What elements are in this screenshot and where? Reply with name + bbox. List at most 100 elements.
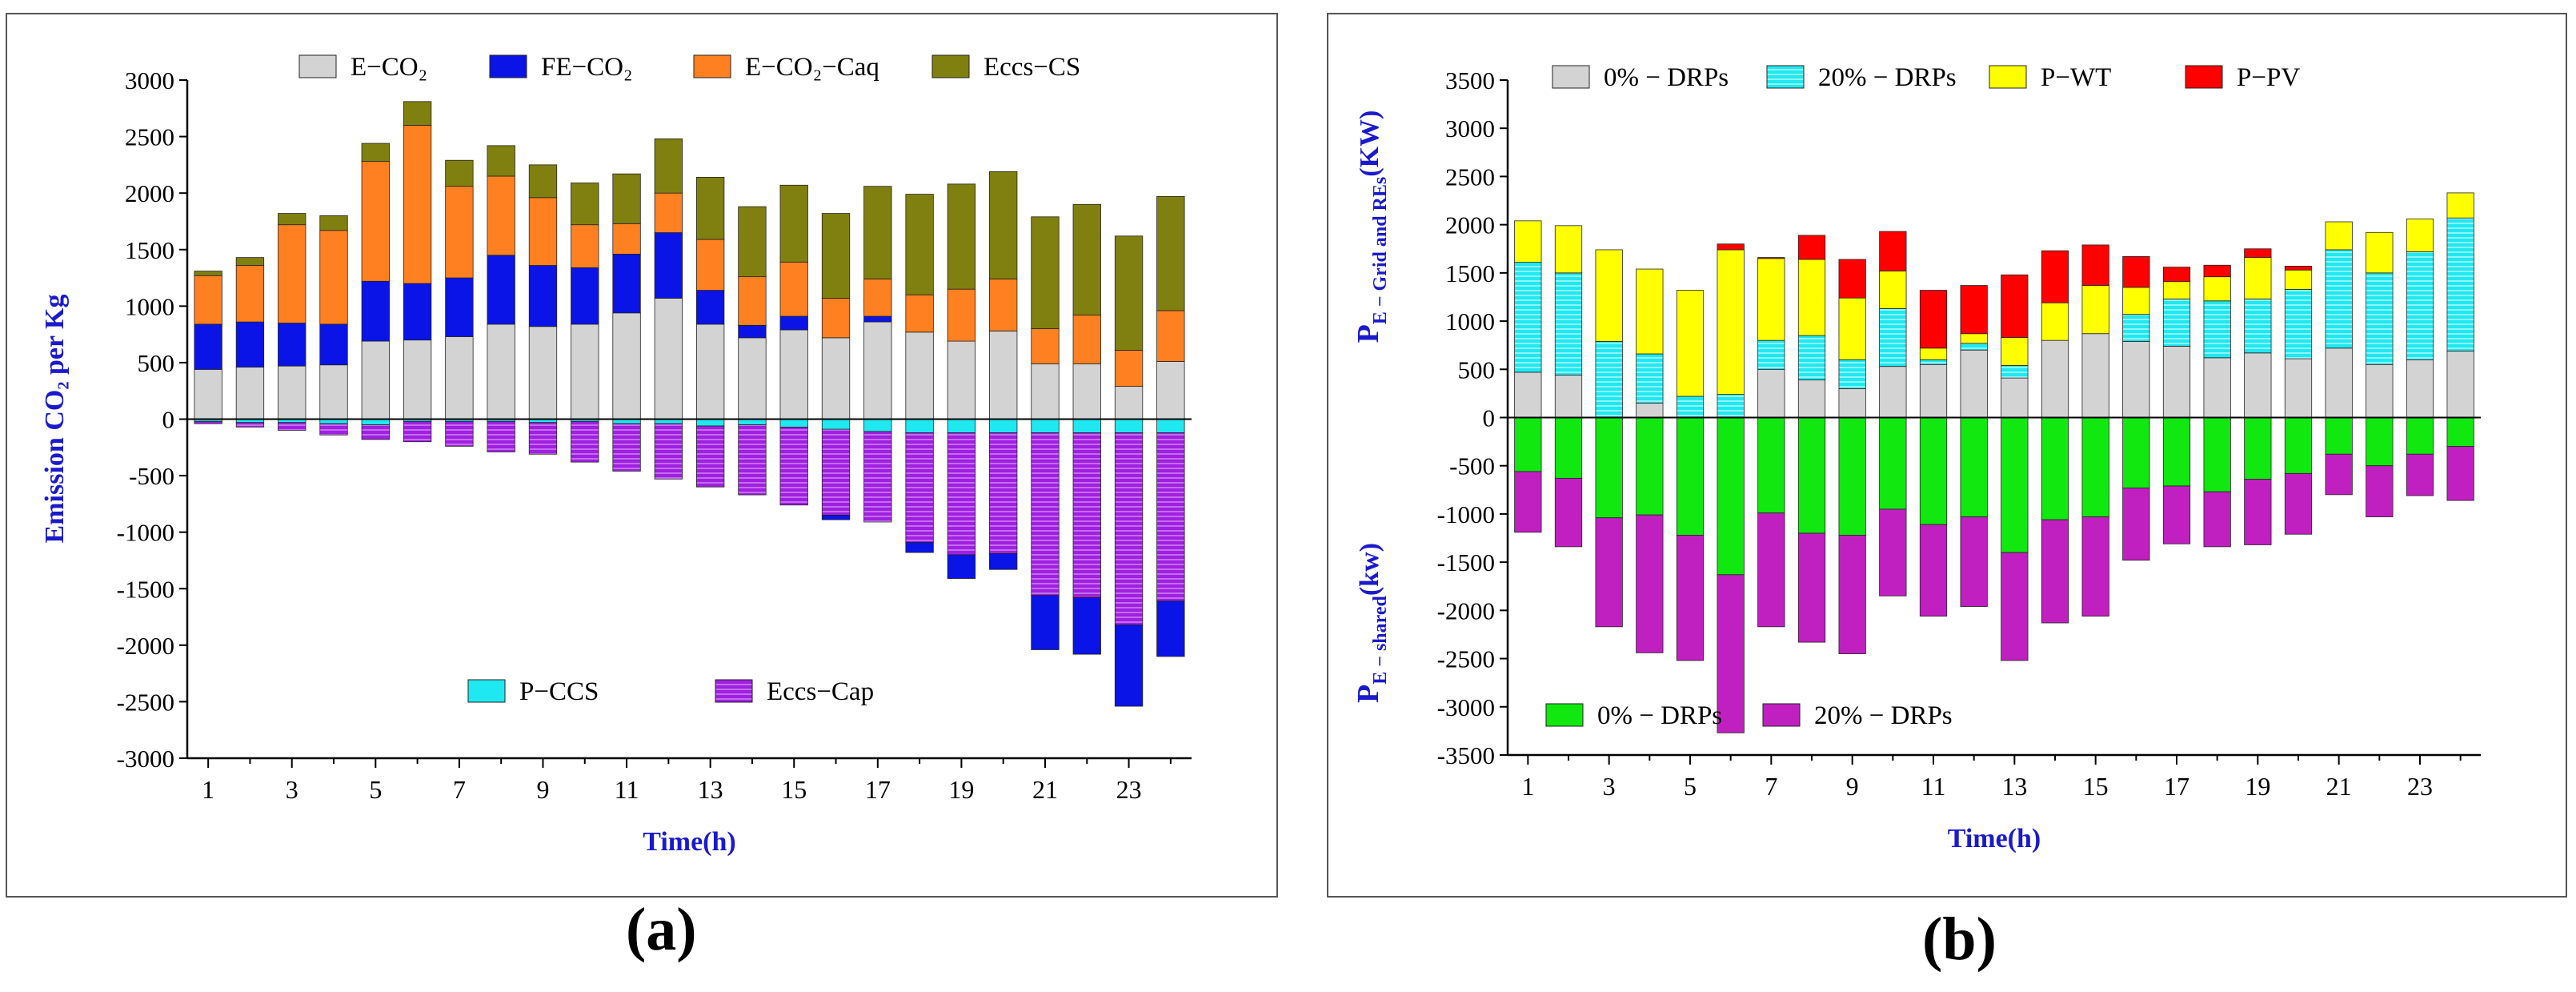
chart-b-bar-sh20 bbox=[1554, 477, 1583, 548]
chart-b-bar-sh0 bbox=[2122, 417, 2150, 488]
chart-a-bar-e_co2_caq bbox=[863, 279, 892, 317]
chart-a-legend-swatch-e_co2 bbox=[298, 54, 337, 78]
chart-a-bar-p_ccs bbox=[863, 419, 892, 432]
chart-b-legend-label-pwt: P−WT bbox=[2041, 63, 2111, 92]
chart-b-bar-drp20 bbox=[2406, 251, 2434, 360]
chart-a-bar-eccs_cs bbox=[612, 173, 641, 224]
chart-b-bar-sh20 bbox=[2366, 465, 2394, 517]
chart-b-bar-pwt bbox=[1636, 268, 1664, 355]
chart-a-bar-eccs_cs bbox=[821, 213, 851, 299]
chart-a-bar-e_co2_caq bbox=[361, 161, 390, 282]
chart-b-xtick-label: 9 bbox=[1846, 772, 1859, 801]
chart-a-bar-eccs_cap bbox=[612, 423, 641, 472]
chart-a-bar-eccs_cs bbox=[445, 159, 474, 187]
chart-a-ytick-label: -1500 bbox=[117, 575, 174, 603]
chart-a-bar-eccs_cap bbox=[947, 432, 976, 556]
chart-a-bar-e_co2 bbox=[821, 337, 851, 420]
chart-b-bar-drp0 bbox=[1960, 349, 1988, 418]
chart-a-bar-eccs_cs bbox=[947, 183, 976, 290]
chart-b-bar-sh20 bbox=[2406, 453, 2434, 496]
chart-b-bar-pwt bbox=[1879, 271, 1907, 309]
chart-b-bar-sh0 bbox=[1757, 417, 1785, 514]
chart-a-bar-e_co2_caq bbox=[821, 298, 851, 339]
chart-b-bar-drp20 bbox=[2325, 249, 2353, 349]
chart-a-bar-fe_co2_neg bbox=[821, 515, 851, 520]
chart-b-xtick-label: 1 bbox=[1521, 772, 1534, 801]
chart-b-ytick-label: 2000 bbox=[1445, 211, 1495, 239]
chart-b-legend-swatch-pwt bbox=[1989, 65, 2027, 89]
chart-a-bar-e_co2 bbox=[947, 340, 976, 420]
chart-b-bar-drp20 bbox=[1960, 343, 1988, 351]
chart-b-bar-sh20 bbox=[2203, 491, 2231, 548]
chart-a-bar-eccs_cap bbox=[445, 420, 474, 447]
chart-a-legend-label-fe_co2: FE−CO₂ bbox=[541, 53, 632, 82]
chart-a-bar-fe_co2 bbox=[403, 283, 432, 341]
chart-b-ytick-label: 2500 bbox=[1445, 163, 1495, 191]
chart-a-legend-label-p_ccs: P−CCS bbox=[519, 677, 599, 706]
chart-b-xtick-label: 11 bbox=[1921, 772, 1946, 801]
chart-a-bar-e_co2 bbox=[1031, 363, 1060, 420]
chart-a-ytick-label: 0 bbox=[162, 406, 175, 434]
chart-a-bar-e_co2 bbox=[1072, 363, 1101, 420]
chart-b-bar-drp20 bbox=[1676, 396, 1705, 418]
chart-a-xtick-label: 21 bbox=[1032, 775, 1058, 804]
chart-b-ytick-label: 3500 bbox=[1445, 66, 1495, 94]
chart-a-bar-eccs_cs bbox=[403, 101, 432, 126]
chart-b-bar-sh20 bbox=[2162, 485, 2191, 544]
chart-a-bar-fe_co2 bbox=[528, 265, 558, 327]
chart-b-bar-pwt bbox=[1717, 249, 1745, 395]
chart-a-bar-e_co2_caq bbox=[528, 197, 558, 266]
chart-a-bar-fe_co2_neg bbox=[1031, 595, 1060, 650]
chart-a-bar-eccs_cs bbox=[528, 164, 558, 199]
chart-a-xtick-label: 9 bbox=[536, 775, 549, 804]
chart-b-bar-pwt bbox=[1838, 297, 1866, 360]
chart-a-bar-p_ccs bbox=[1031, 419, 1060, 433]
chart-a-bar-e_co2_caq bbox=[695, 239, 725, 291]
chart-b-bar-ppv bbox=[2203, 264, 2231, 278]
chart-b-bar-ppv bbox=[1717, 243, 1745, 251]
chart-a-bar-eccs_cap bbox=[1156, 432, 1185, 602]
chart-b-ytick-label: 0 bbox=[1483, 404, 1496, 432]
chart-b-bar-ppv bbox=[2041, 250, 2069, 303]
chart-a-bar-eccs_cap bbox=[695, 425, 725, 488]
chart-b-xtick-label: 13 bbox=[2001, 772, 2027, 801]
chart-b-bar-sh0 bbox=[2446, 417, 2474, 448]
chart-a-bar-eccs_cap bbox=[278, 422, 306, 432]
chart-b-bar-drp20 bbox=[1636, 353, 1664, 404]
chart-b-xtick-label: 21 bbox=[2326, 772, 2352, 801]
chart-a-bar-e_co2 bbox=[487, 323, 515, 420]
chart-b-bar-sh20 bbox=[2244, 479, 2272, 545]
chart-b-bar-drp0 bbox=[2162, 345, 2191, 418]
chart-a-xtick-label: 1 bbox=[202, 775, 214, 804]
chart-b-legend-swatch-sh0 bbox=[1545, 703, 1584, 727]
chart-b-bar-drp0 bbox=[2081, 333, 2109, 418]
chart-b-bar-drp0 bbox=[2001, 377, 2029, 418]
chart-a-bar-eccs_cs bbox=[1156, 196, 1185, 311]
chart-b-bar-sh20 bbox=[1636, 514, 1664, 653]
chart-a-legend-swatch-e_co2_caq bbox=[693, 54, 731, 78]
chart-b-bar-pwt bbox=[2122, 287, 2150, 315]
chart-a-bar-e_co2_caq bbox=[905, 294, 934, 333]
chart-a-bar-fe_co2 bbox=[235, 321, 265, 367]
chart-a-bar-eccs_cap bbox=[738, 424, 767, 496]
chart-b-xlabel: Time(h) bbox=[1948, 824, 2041, 853]
chart-a-bar-fe_co2_neg bbox=[1114, 625, 1144, 707]
chart-b-xtick-label: 19 bbox=[2245, 772, 2270, 801]
chart-b-legend-label-drp20: 20% − DRPs bbox=[1818, 63, 1957, 92]
chart-b-bar-ppv bbox=[2001, 274, 2029, 338]
chart-b-ytick-label: -3500 bbox=[1437, 741, 1495, 769]
chart-b-bar-drp20 bbox=[2203, 300, 2231, 359]
chart-a-bar-fe_co2 bbox=[695, 290, 725, 325]
chart-b-bar-pwt bbox=[2041, 302, 2069, 341]
chart-b-bar-ppv bbox=[1757, 257, 1785, 259]
chart-a-ytick-label: -500 bbox=[129, 462, 174, 490]
chart-b-bar-sh20 bbox=[2325, 453, 2353, 496]
chart-b-bar-sh0 bbox=[1636, 417, 1664, 516]
chart-a-bar-e_co2_caq bbox=[235, 265, 265, 323]
chart-b-bar-sh0 bbox=[1838, 417, 1866, 536]
chart-b-bar-drp0 bbox=[2446, 351, 2474, 418]
chart-b-bar-ppv bbox=[1879, 231, 1907, 271]
chart-b-bar-sh20 bbox=[2001, 552, 2029, 661]
chart-b-bar-drp20 bbox=[1797, 335, 1826, 380]
chart-a-legend-swatch-fe_co2 bbox=[489, 54, 527, 78]
